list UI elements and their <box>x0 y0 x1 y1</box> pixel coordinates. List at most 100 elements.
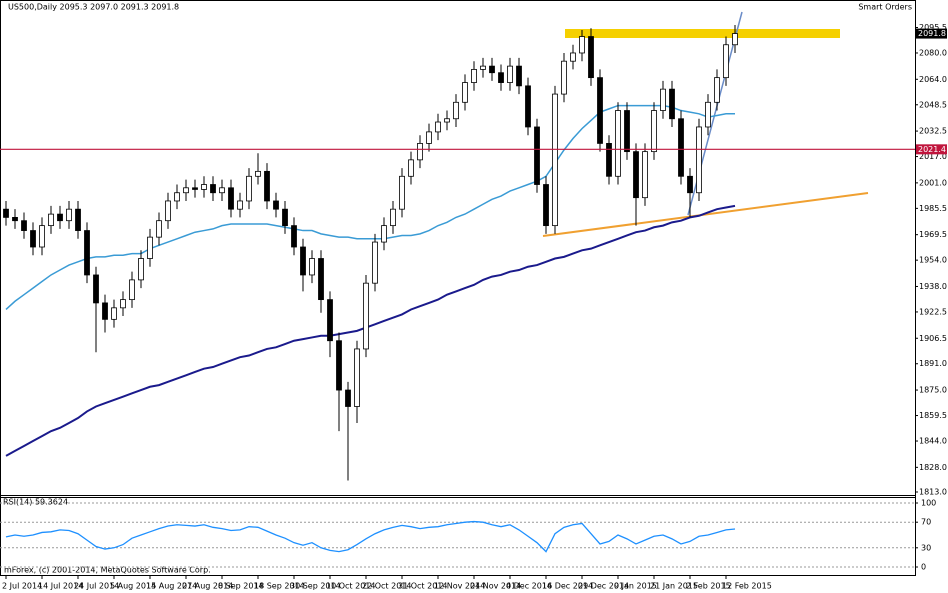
candle-body <box>678 118 684 177</box>
candle-body <box>444 118 450 123</box>
candle-body <box>381 225 387 243</box>
x-tick-label: 2 Jul 2014 <box>2 582 42 591</box>
candle-body <box>390 208 396 227</box>
candle-body <box>399 175 405 210</box>
candle-body <box>147 236 153 259</box>
x-tick-label: 24 Jul 2014 <box>74 582 119 591</box>
candle-body <box>291 225 297 248</box>
trend-line <box>542 192 869 237</box>
x-tick-label: 12 Feb 2015 <box>722 582 772 591</box>
candle-body <box>561 60 567 95</box>
candle-body <box>579 36 585 54</box>
moving-average <box>5 104 735 311</box>
candle-body <box>138 258 144 281</box>
y-tick-label: 2017.0 <box>919 152 947 161</box>
y-tick-label: 1906.5 <box>919 334 947 343</box>
candle-body <box>255 170 261 177</box>
y-tick-label: 1828.0 <box>919 463 947 472</box>
candle-body <box>705 101 711 128</box>
candle-body <box>354 348 360 407</box>
copyright: mForex, (c) 2001-2014, MetaQuotes Softwa… <box>4 566 211 575</box>
candle-body <box>3 208 9 218</box>
candle-body <box>498 72 504 83</box>
candle-body <box>228 187 234 210</box>
candle-body <box>516 65 522 87</box>
candle-body <box>282 208 288 227</box>
rsi-line <box>5 520 736 553</box>
x-tick-label: 15 Aug 2014 <box>146 582 197 591</box>
drawing-objects <box>5 11 869 457</box>
candle-body <box>336 340 342 391</box>
candle-body <box>372 241 378 284</box>
y-tick-label: 1875.0 <box>919 386 947 395</box>
candle-body <box>75 208 81 231</box>
candle-body <box>21 220 27 231</box>
candle-body <box>246 175 252 202</box>
candle-body <box>714 77 720 103</box>
candle-body <box>408 159 414 177</box>
x-tick-label: 27 Aug 2014 <box>182 582 233 591</box>
y-tick-label: 1859.5 <box>919 411 947 420</box>
x-tick-label: 2 Feb 2015 <box>686 582 731 591</box>
y-tick-label: 2064.0 <box>919 75 947 84</box>
x-tick-label: 21 Jan 2015 <box>650 582 698 591</box>
candle-body <box>543 184 549 227</box>
resistance-zone <box>565 29 840 38</box>
y-tick-label: 2080.0 <box>919 48 947 57</box>
candle-body <box>606 143 612 177</box>
candle-body <box>156 220 162 238</box>
candle-body <box>237 200 243 210</box>
candle-body <box>345 389 351 407</box>
candle-body <box>174 192 180 202</box>
candle-body <box>624 110 630 153</box>
candle-body <box>66 208 72 222</box>
x-tick-label: 10 Oct 2014 <box>326 582 375 591</box>
y-tick-label: 1813.0 <box>919 488 947 497</box>
x-tick-label: 29 Dec 2014 <box>578 582 629 591</box>
moving-average <box>5 204 736 457</box>
chart-title: US500,Daily 2095.3 2097.0 2091.3 2091.8 <box>8 3 179 12</box>
level-label-box <box>916 144 947 155</box>
candle-body <box>165 200 171 222</box>
y-tick-label: 1844.0 <box>919 437 947 446</box>
candle-body <box>48 213 54 227</box>
x-tick-label: 24 Nov 2014 <box>470 582 521 591</box>
candle-body <box>435 121 441 133</box>
candle-body <box>417 143 423 161</box>
candle-body <box>453 101 459 120</box>
y-tick-label: 2048.5 <box>919 100 947 109</box>
candle-body <box>588 36 594 79</box>
x-tick-label: 14 Jul 2014 <box>38 582 83 591</box>
candle-body <box>480 65 486 70</box>
y-tick-label: 0 <box>921 563 926 572</box>
y-tick-label: 1954.0 <box>919 256 947 265</box>
x-tick-label: 5 Aug 2014 <box>110 582 156 591</box>
candle-body <box>129 279 135 301</box>
x-tick-label: 22 Oct 2014 <box>362 582 411 591</box>
y-tick-label: 1985.5 <box>919 204 947 213</box>
candle-body <box>732 33 738 46</box>
x-tick-label: 30 Sep 2014 <box>290 582 341 591</box>
y-tick-label: 2001.0 <box>919 178 947 187</box>
candle-body <box>120 299 126 309</box>
y-tick-label: 1969.5 <box>919 230 947 239</box>
candle-body <box>552 93 558 227</box>
x-tick-label: 9 Jan 2015 <box>614 582 657 591</box>
candle-body <box>273 200 279 210</box>
candle-body <box>615 110 621 177</box>
candle-body <box>525 85 531 128</box>
candle-body <box>642 151 648 199</box>
candle-body <box>471 69 477 83</box>
candle-body <box>507 65 513 83</box>
candle-body <box>111 307 117 320</box>
candle-body <box>84 230 90 276</box>
candle-body <box>309 258 315 276</box>
candle-body <box>570 52 576 62</box>
candle-body <box>687 175 693 194</box>
x-tick-label: 16 Dec 2014 <box>542 582 593 591</box>
candle-body <box>723 44 729 79</box>
candle-body <box>489 65 495 74</box>
candle-body <box>30 230 36 248</box>
